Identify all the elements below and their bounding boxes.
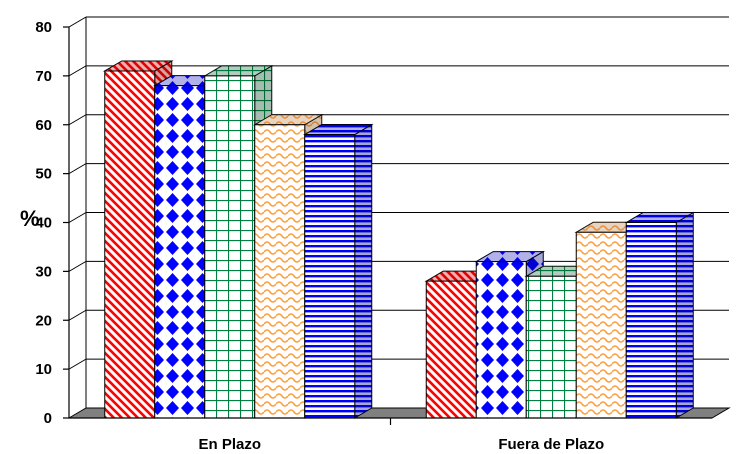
bar-side-shade xyxy=(354,124,372,419)
bar-top-shade xyxy=(254,114,322,125)
y-tick-label: 70 xyxy=(35,68,52,85)
bar-front xyxy=(425,280,477,419)
bar-top-shade xyxy=(304,124,372,135)
gridline-depth xyxy=(68,163,87,175)
bar-front xyxy=(104,70,156,419)
bar-front xyxy=(475,261,527,419)
y-axis-title: % xyxy=(20,206,40,231)
bar-front xyxy=(525,275,577,419)
x-category-label: Fuera de Plazo xyxy=(498,436,604,453)
bar-top-shade xyxy=(104,60,172,71)
bar-front xyxy=(154,85,206,419)
axes xyxy=(63,26,712,425)
bar-top-shade xyxy=(204,65,272,76)
bar-top-shade xyxy=(626,212,694,223)
gridline-depth xyxy=(68,114,87,126)
bar xyxy=(624,211,696,419)
bar-front xyxy=(204,75,256,419)
bars xyxy=(102,60,696,419)
bar xyxy=(302,123,374,419)
y-tick-label: 10 xyxy=(35,361,52,378)
x-category-label: En Plazo xyxy=(198,436,261,453)
y-tick-label: 30 xyxy=(35,263,52,280)
y-tick-label: 40 xyxy=(35,215,52,232)
gridline-depth xyxy=(68,309,87,321)
gridline-depth xyxy=(68,65,87,77)
y-tick-label: 60 xyxy=(35,117,52,134)
gridline-depth xyxy=(68,212,87,223)
y-tick-label: 0 xyxy=(44,410,52,427)
bar-top-shade xyxy=(476,251,544,262)
y-tick-label: 80 xyxy=(35,19,52,36)
gridline-depth xyxy=(68,260,87,272)
y-tick-label: 20 xyxy=(35,312,52,329)
bar-side-shade xyxy=(676,212,694,418)
bar-front xyxy=(575,231,627,419)
gridline-depth xyxy=(68,16,87,28)
bar-front xyxy=(625,222,677,419)
bar-front xyxy=(254,124,306,419)
gridline-depth xyxy=(68,358,87,370)
bar-front xyxy=(304,134,356,419)
y-axis-label: % xyxy=(20,206,40,231)
y-tick-label: 50 xyxy=(35,166,52,183)
axis-labels: 0 10 20 30 40 50 60 70 80 En Plazo Fuera de Plazo xyxy=(35,19,604,453)
